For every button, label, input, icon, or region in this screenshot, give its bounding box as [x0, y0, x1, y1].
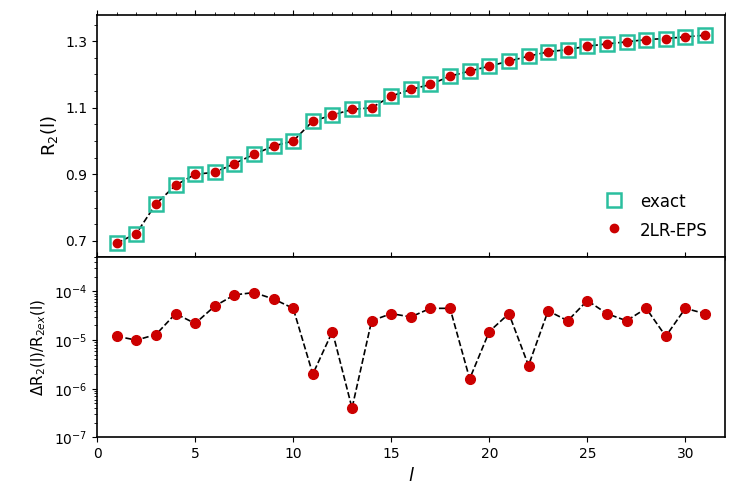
2LR-EPS [152, 201, 161, 207]
Legend: exact, 2LR-EPS: exact, 2LR-EPS [594, 184, 716, 249]
exact [681, 34, 690, 40]
2LR-EPS [583, 43, 592, 49]
exact [112, 240, 121, 246]
Y-axis label: ΔR$_2$(l)/R$_{2ex}$(l): ΔR$_2$(l)/R$_{2ex}$(l) [30, 299, 49, 396]
Line: 2LR-EPS: 2LR-EPS [113, 31, 709, 247]
exact [622, 39, 631, 45]
exact [347, 106, 356, 112]
2LR-EPS [112, 240, 121, 246]
2LR-EPS [544, 49, 553, 55]
exact [387, 93, 396, 99]
2LR-EPS [269, 143, 278, 149]
exact [504, 58, 513, 64]
exact [230, 161, 239, 167]
2LR-EPS [524, 53, 533, 59]
2LR-EPS [387, 93, 396, 99]
2LR-EPS [406, 87, 415, 92]
2LR-EPS [347, 106, 356, 112]
exact [309, 118, 317, 124]
2LR-EPS [309, 118, 317, 124]
exact [328, 112, 337, 118]
exact [288, 138, 297, 144]
2LR-EPS [368, 105, 376, 111]
exact [211, 170, 220, 175]
exact [249, 152, 258, 157]
exact [445, 73, 454, 79]
exact [661, 35, 670, 41]
2LR-EPS [661, 35, 670, 41]
exact [406, 87, 415, 92]
2LR-EPS [642, 36, 651, 42]
exact [131, 230, 140, 236]
exact [465, 68, 474, 74]
exact [602, 41, 611, 47]
exact [524, 53, 533, 59]
X-axis label: l: l [409, 467, 413, 485]
2LR-EPS [426, 82, 435, 87]
2LR-EPS [190, 172, 199, 177]
2LR-EPS [563, 47, 572, 52]
2LR-EPS [504, 58, 513, 64]
2LR-EPS [445, 73, 454, 79]
2LR-EPS [465, 68, 474, 74]
exact [190, 172, 199, 177]
exact [426, 82, 435, 87]
Y-axis label: R$_2$(l): R$_2$(l) [39, 116, 60, 156]
2LR-EPS [328, 112, 337, 118]
2LR-EPS [288, 138, 297, 144]
exact [701, 32, 710, 38]
exact [485, 63, 494, 69]
2LR-EPS [131, 230, 140, 236]
exact [171, 182, 180, 188]
2LR-EPS [622, 39, 631, 45]
2LR-EPS [485, 63, 494, 69]
2LR-EPS [171, 182, 180, 188]
exact [642, 36, 651, 42]
exact [152, 201, 161, 207]
2LR-EPS [249, 152, 258, 157]
2LR-EPS [701, 32, 710, 38]
exact [269, 143, 278, 149]
2LR-EPS [681, 34, 690, 40]
exact [583, 43, 592, 49]
2LR-EPS [602, 41, 611, 47]
2LR-EPS [230, 161, 239, 167]
2LR-EPS [211, 170, 220, 175]
Line: exact: exact [110, 28, 712, 250]
exact [368, 105, 376, 111]
exact [544, 49, 553, 55]
exact [563, 47, 572, 52]
